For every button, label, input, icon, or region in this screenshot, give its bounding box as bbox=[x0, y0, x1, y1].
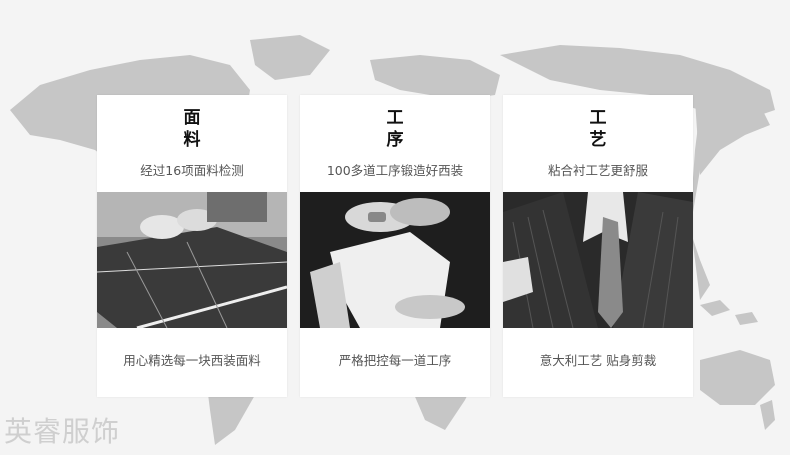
feature-card-fabric: 面 料 经过16项面料检测 用心精选每一块西装面料 bbox=[97, 95, 287, 397]
brand-watermark: 英睿服饰 bbox=[4, 415, 121, 448]
card-title: 面 料 bbox=[183, 108, 201, 150]
card-subtitle: 粘合衬工艺更舒服 bbox=[547, 163, 648, 178]
new-zealand-shape bbox=[760, 400, 775, 430]
hand-sewing-photo bbox=[300, 192, 490, 328]
greenland-shape bbox=[250, 35, 330, 80]
card-caption: 意大利工艺 贴身剪裁 bbox=[539, 353, 657, 368]
europe-shape bbox=[370, 55, 500, 100]
suit-detail-photo bbox=[503, 192, 693, 328]
feature-card-craft: 工 艺 粘合衬工艺更舒服 意大利工艺 贴身剪裁 bbox=[503, 95, 693, 397]
card-subtitle: 经过16项面料检测 bbox=[140, 163, 244, 178]
card-caption: 严格把控每一道工序 bbox=[338, 353, 452, 368]
card-title: 工 艺 bbox=[589, 108, 607, 150]
feature-card-process: 工 序 100多道工序锻造好西装 严格把控每一道工序 bbox=[300, 95, 490, 397]
fabric-cutting-photo bbox=[97, 192, 287, 328]
card-caption: 用心精选每一块西装面料 bbox=[123, 353, 261, 368]
islands-shape-2 bbox=[735, 312, 758, 325]
card-title: 工 序 bbox=[386, 108, 404, 150]
east-asia-shape bbox=[695, 95, 770, 175]
card-subtitle: 100多道工序锻造好西装 bbox=[326, 163, 464, 178]
australia-shape bbox=[700, 350, 775, 405]
islands-shape bbox=[700, 300, 730, 316]
